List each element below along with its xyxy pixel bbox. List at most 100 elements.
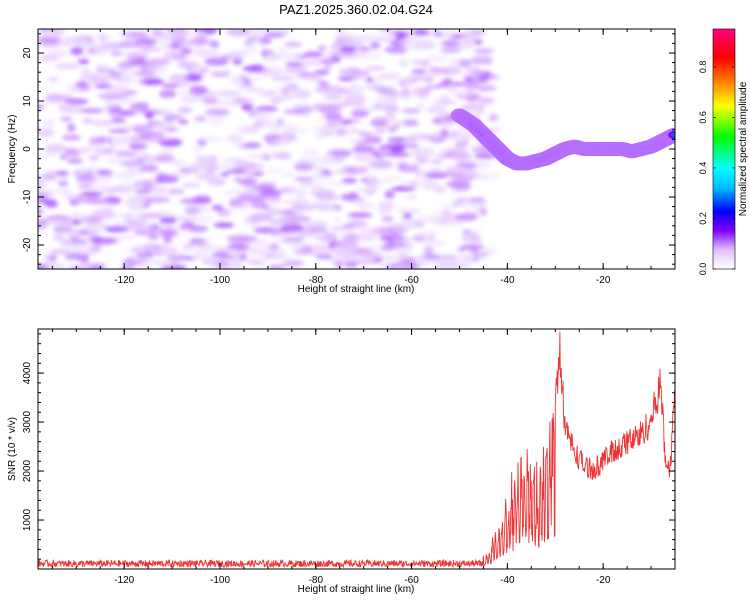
heatmap-cell [171,159,186,168]
heatmap-cell [138,213,164,218]
heatmap-cell [268,218,293,226]
heatmap-cell [323,153,333,162]
heatmap-cell [49,249,70,254]
bottom-plot-frame [37,328,676,570]
heatmap-cell [85,225,106,234]
heatmap-cell [111,98,137,106]
heatmap-cell [332,157,346,164]
heatmap-cell [364,174,375,180]
heatmap-cell [155,172,167,178]
heatmap-cell [210,71,230,77]
heatmap-cell [451,175,474,183]
heatmap-cell [248,213,273,222]
heatmap-cell [151,31,165,37]
heatmap-cell [218,164,238,171]
heatmap-cell [455,140,470,147]
heatmap-cell [449,152,473,161]
heatmap-cell [348,69,371,77]
heatmap-cell [92,49,108,56]
heatmap-cell [46,171,57,178]
heatmap-cell [65,34,89,44]
heatmap-cell [274,86,297,93]
heatmap-cell [381,216,394,222]
heatmap-cell [315,86,334,94]
heatmap-cell [145,197,172,203]
heatmap-cell [416,101,426,110]
heatmap-cell [313,235,338,241]
heatmap-cell [432,258,457,264]
heatmap-cell [335,249,357,258]
heatmap-cell [279,67,305,75]
heatmap-cell [281,260,305,267]
heatmap-cell [276,210,296,215]
heatmap-cell [473,252,490,257]
heatmap-cell [370,118,389,128]
heatmap-cell [48,77,59,82]
heatmap-cell [226,29,252,36]
heatmap-cell [396,228,405,234]
y-tick-label: 4000 [22,362,33,385]
heatmap-cell [348,220,368,228]
heatmap-cell [195,155,213,162]
heatmap-cell [399,263,412,269]
heatmap-cell [401,121,420,127]
heatmap-cell [129,246,148,255]
heatmap-cell [311,72,323,81]
heatmap-cell [339,45,357,54]
heatmap-cell [170,36,186,43]
heatmap-cell [293,162,314,171]
heatmap-cell [153,259,178,267]
x-tick-label: -40 [500,275,515,286]
heatmap-cell [133,180,153,188]
heatmap-cell [464,64,481,73]
heatmap-cell [105,42,122,49]
heatmap-cell [228,50,249,59]
heatmap-cell [454,213,479,222]
heatmap-cell [460,244,485,250]
heatmap-cell [440,39,461,48]
bottom-axes: -120 -100 -80 -60 -40 -20 1000 2000 3000 4000 [22,329,676,586]
heatmap-cell [244,47,258,53]
heatmap-cell [408,133,430,141]
snr-series [38,331,675,569]
heatmap-cell [267,208,278,217]
heatmap-cell [296,193,306,199]
heatmap-cell [163,51,182,60]
heatmap-cell [120,263,136,269]
heatmap-cell [332,243,358,250]
heatmap-cell [401,78,418,85]
heatmap-cell [412,87,430,97]
heatmap-cell [84,191,101,197]
heatmap-cell [178,81,190,88]
x-tick-label: -60 [404,575,419,586]
heatmap-cell [290,89,313,97]
heatmap-cell [424,173,448,179]
heatmap-cell [389,224,413,231]
heatmap-cell [84,198,110,205]
heatmap-cell [248,239,269,246]
heatmap-cell [119,77,131,84]
heatmap-cell [220,172,230,177]
heatmap-cell [370,41,381,49]
heatmap-cell [452,198,463,207]
heatmap-cell [272,254,291,260]
heatmap-cell [461,72,485,78]
heatmap-cell [458,80,475,85]
heatmap-cell [160,43,174,49]
heatmap-cell [134,189,151,195]
heatmap-cell [438,121,459,127]
heatmap-cell [335,29,346,36]
heatmap-cell [312,174,327,181]
heatmap-cell [273,138,291,145]
heatmap-cell [89,119,116,127]
heatmap-cell [203,92,217,100]
heatmap-cell [269,230,295,236]
heatmap-cell [249,203,270,209]
heatmap-cell [267,264,286,269]
heatmap-cell [412,235,427,242]
heatmap-cell [89,136,99,146]
heatmap-cell [322,181,348,186]
heatmap-cell [365,84,385,90]
